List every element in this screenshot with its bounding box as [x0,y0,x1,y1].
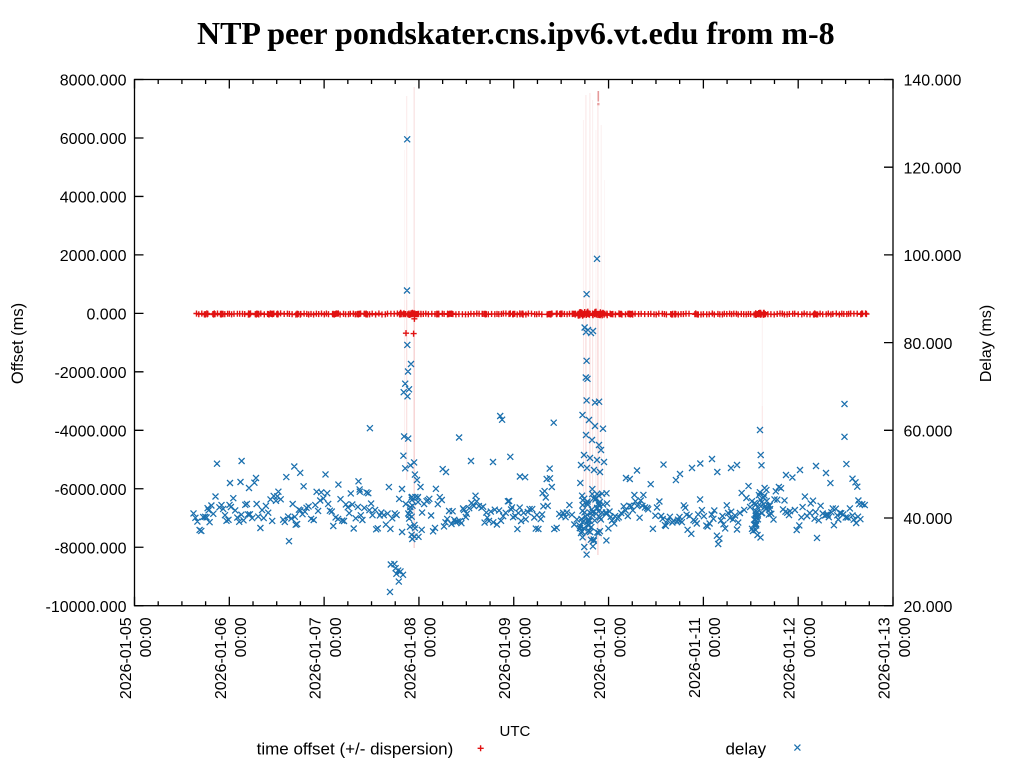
svg-text:4000.000: 4000.000 [60,190,127,207]
svg-text:2026-01-10: 2026-01-10 [592,617,609,699]
svg-text:00:00: 00:00 [707,617,724,657]
svg-text:20.000: 20.000 [904,599,953,616]
svg-text:0.000: 0.000 [86,307,126,324]
svg-text:-2000.000: -2000.000 [54,365,126,382]
svg-text:00:00: 00:00 [802,617,819,657]
svg-text:2026-01-07: 2026-01-07 [308,617,325,699]
svg-text:2026-01-09: 2026-01-09 [497,617,514,699]
svg-text:8000.000: 8000.000 [60,73,127,90]
svg-text:2026-01-06: 2026-01-06 [213,617,230,699]
svg-text:time offset (+/- dispersion): time offset (+/- dispersion) [257,740,454,759]
svg-text:-8000.000: -8000.000 [54,540,126,557]
svg-text:40.000: 40.000 [904,511,953,528]
svg-text:140.000: 140.000 [904,73,962,90]
svg-text:2026-01-11: 2026-01-11 [687,617,704,698]
svg-text:00:00: 00:00 [612,617,629,657]
svg-text:-6000.000: -6000.000 [54,482,126,499]
svg-text:NTP peer pondskater.cns.ipv6.v: NTP peer pondskater.cns.ipv6.vt.edu from… [197,15,835,51]
svg-text:2026-01-05: 2026-01-05 [118,617,135,699]
svg-text:00:00: 00:00 [518,617,535,657]
svg-text:60.000: 60.000 [904,424,953,441]
svg-text:Delay (ms): Delay (ms) [978,305,995,382]
svg-text:UTC: UTC [499,723,530,740]
svg-text:100.000: 100.000 [904,248,962,265]
svg-text:120.000: 120.000 [904,160,962,177]
svg-text:00:00: 00:00 [138,617,155,657]
svg-text:-10000.000: -10000.000 [46,599,127,616]
svg-text:-4000.000: -4000.000 [54,424,126,441]
svg-text:00:00: 00:00 [423,617,440,657]
svg-text:00:00: 00:00 [233,617,250,657]
svg-text:00:00: 00:00 [897,617,914,657]
svg-text:2026-01-08: 2026-01-08 [402,617,419,699]
svg-text:Offset (ms): Offset (ms) [9,303,27,384]
svg-text:2026-01-13: 2026-01-13 [877,617,894,699]
svg-text:delay: delay [725,740,766,759]
svg-text:00:00: 00:00 [328,617,345,657]
svg-text:6000.000: 6000.000 [60,131,127,148]
svg-text:2026-01-12: 2026-01-12 [782,617,799,699]
svg-text:80.000: 80.000 [904,336,953,353]
svg-text:2000.000: 2000.000 [60,248,127,265]
